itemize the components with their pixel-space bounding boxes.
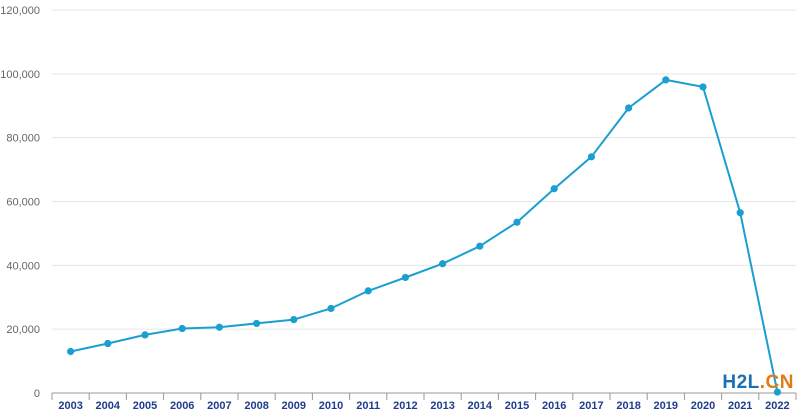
x-tick-label: 2011 bbox=[356, 400, 380, 412]
watermark-part1: H2L bbox=[722, 372, 760, 393]
x-axis: 2003 2004 2005 2006 2007 2008 2009 2010 2011 2012… bbox=[51, 392, 797, 412]
data-point bbox=[215, 323, 223, 331]
y-tick-label: 120,000 bbox=[0, 5, 40, 17]
data-point bbox=[773, 388, 782, 396]
data-point bbox=[178, 324, 186, 333]
data-point bbox=[141, 331, 149, 339]
x-tick-label: 2008 bbox=[244, 400, 268, 412]
data-point bbox=[67, 347, 75, 356]
x-tick-label: 2022 bbox=[765, 400, 789, 412]
x-tick-label: 2012 bbox=[393, 400, 417, 412]
data-point bbox=[253, 319, 261, 328]
gridlines bbox=[52, 9, 796, 330]
data-point bbox=[736, 209, 744, 217]
series-layer bbox=[67, 76, 782, 396]
x-tick-label: 2020 bbox=[691, 400, 715, 412]
data-point bbox=[625, 104, 633, 112]
y-axis-tick-labels: 0 20,000 40,000 60,000 80,000 100,000 120,000 bbox=[0, 5, 40, 400]
x-tick-label: 2018 bbox=[616, 400, 640, 412]
data-point bbox=[327, 304, 335, 313]
watermark-logo: H2L.CN bbox=[722, 372, 794, 394]
x-tick-label: 2019 bbox=[654, 400, 678, 412]
x-tick-label: 2009 bbox=[282, 400, 306, 412]
x-tick-label: 2015 bbox=[505, 400, 529, 412]
series-line bbox=[70, 78, 779, 393]
x-tick-label: 2017 bbox=[579, 400, 603, 412]
x-tick-label: 2003 bbox=[58, 400, 82, 412]
x-tick-label: 2013 bbox=[430, 400, 454, 412]
x-tick-label: 2007 bbox=[207, 400, 231, 412]
data-point bbox=[476, 242, 484, 250]
data-point bbox=[364, 287, 372, 295]
y-tick-label: 20,000 bbox=[6, 324, 40, 336]
data-point bbox=[662, 76, 670, 84]
watermark-part2: .CN bbox=[759, 372, 794, 393]
data-point bbox=[439, 260, 447, 268]
data-point bbox=[550, 185, 558, 193]
data-point bbox=[699, 83, 707, 91]
data-point bbox=[104, 339, 112, 348]
x-tick-label: 2004 bbox=[96, 400, 121, 412]
data-point bbox=[513, 218, 521, 226]
x-tick-label: 2016 bbox=[542, 400, 566, 412]
x-tick-label: 2005 bbox=[133, 400, 157, 412]
x-tick-label: 2014 bbox=[468, 400, 493, 412]
y-tick-label: 40,000 bbox=[6, 260, 40, 272]
y-tick-label: 100,000 bbox=[0, 69, 40, 81]
data-point bbox=[587, 153, 596, 161]
data-point bbox=[401, 273, 409, 282]
x-tick-label: 2021 bbox=[728, 400, 752, 412]
data-point bbox=[290, 315, 298, 324]
x-tick-label: 2010 bbox=[319, 400, 343, 412]
y-tick-label: 60,000 bbox=[6, 197, 40, 209]
y-tick-label: 80,000 bbox=[6, 133, 40, 145]
y-tick-label: 0 bbox=[34, 388, 40, 400]
x-tick-label: 2006 bbox=[170, 400, 194, 412]
